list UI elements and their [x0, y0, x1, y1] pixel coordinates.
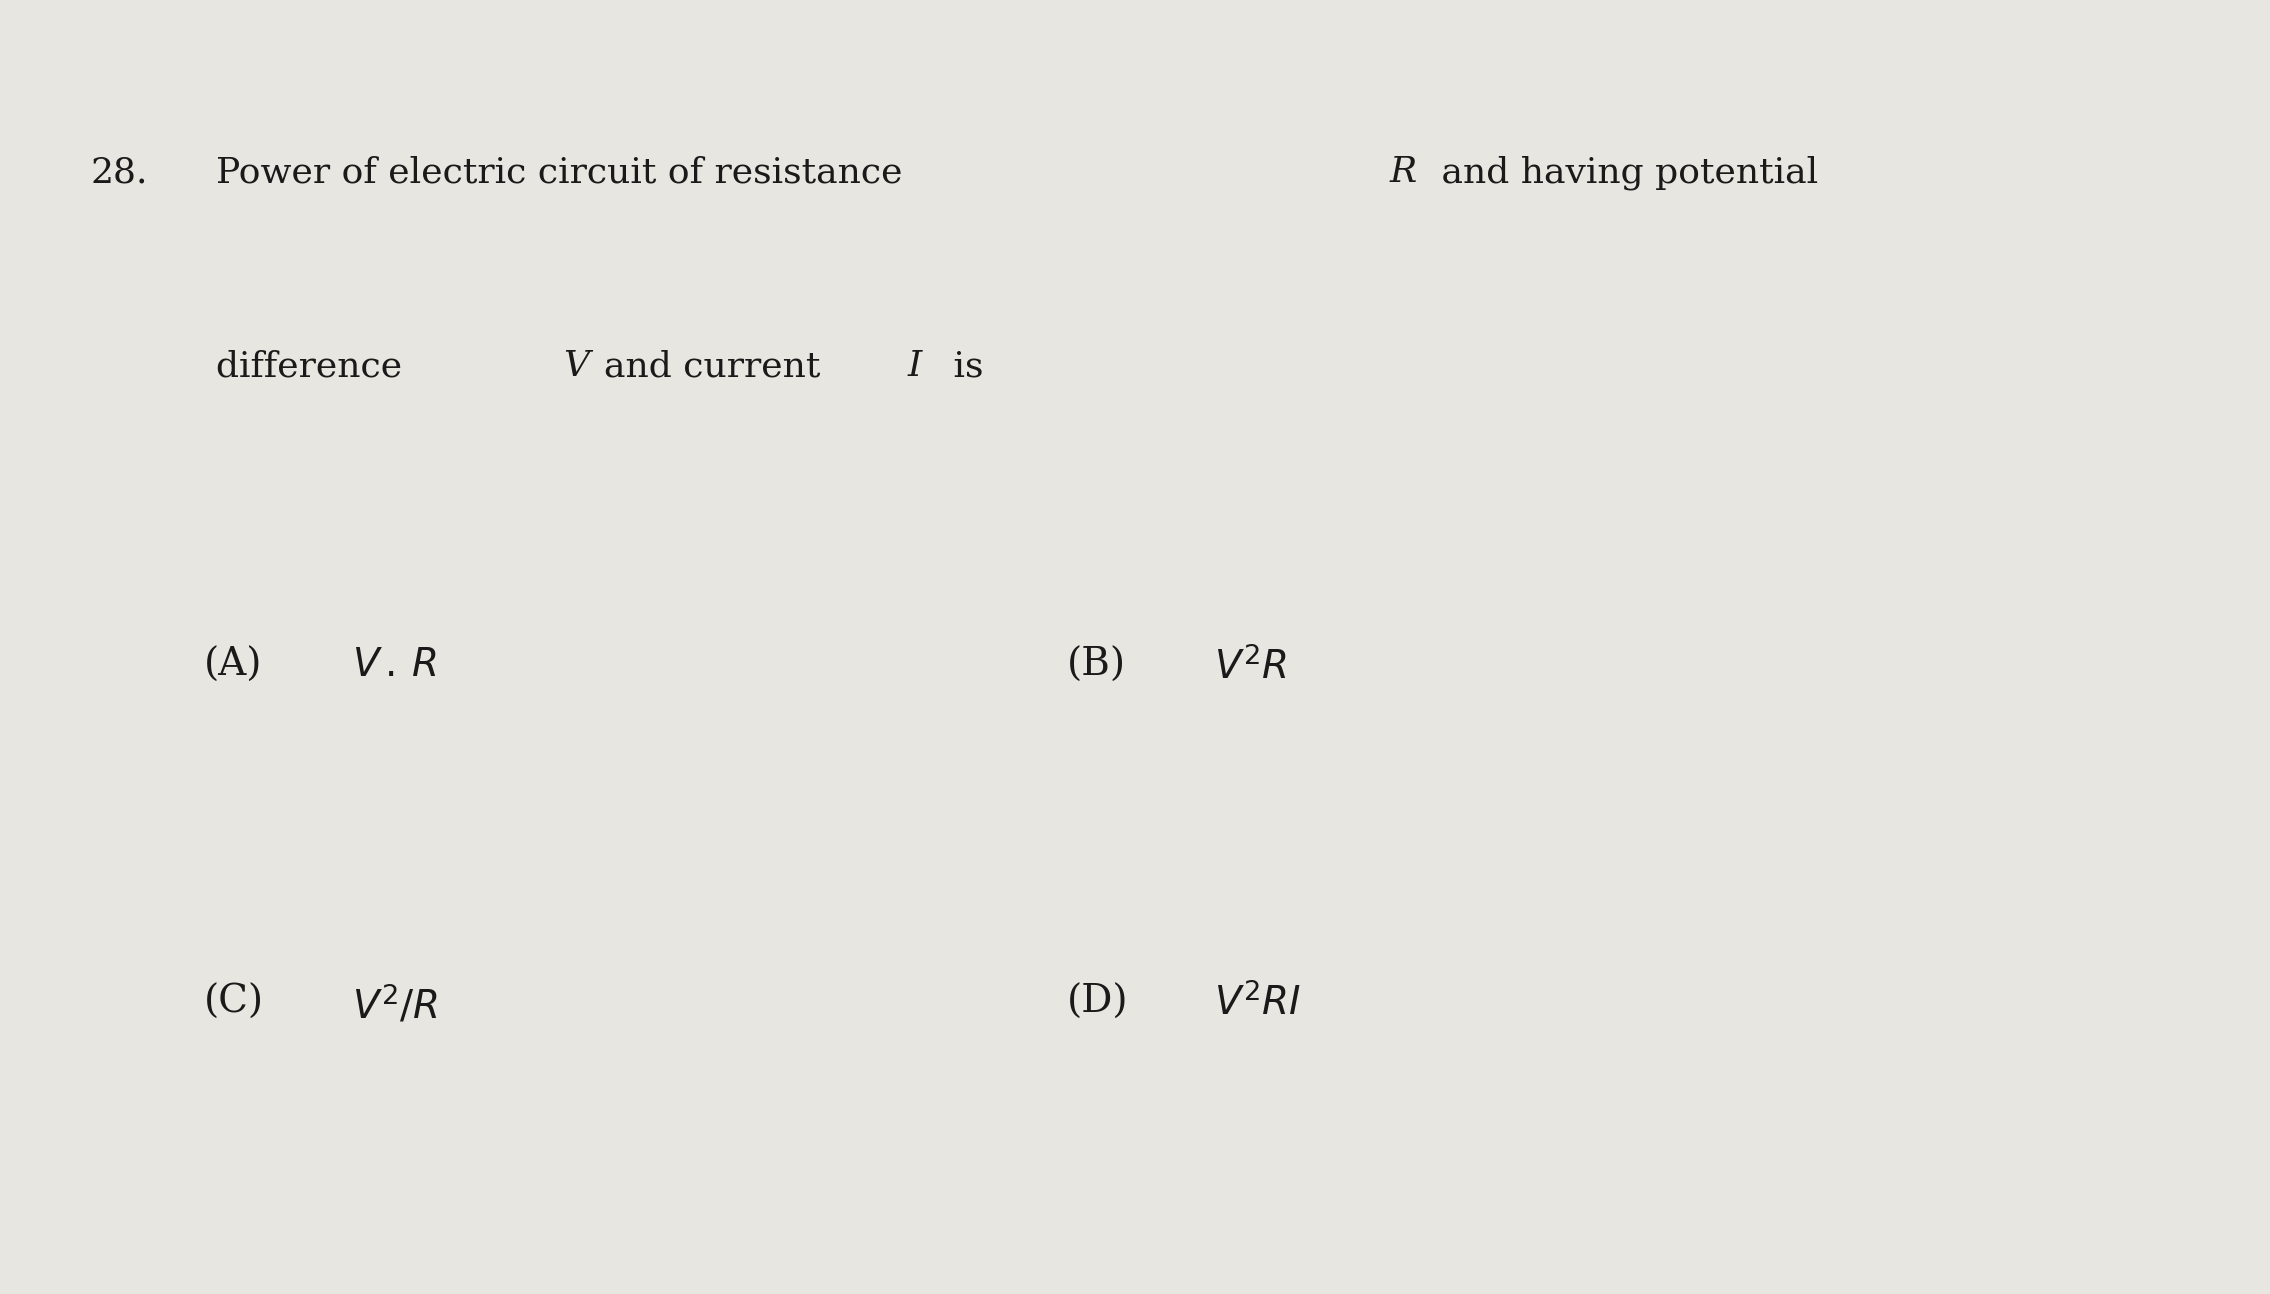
Text: R: R — [1389, 155, 1416, 189]
Text: (C): (C) — [204, 983, 263, 1021]
Text: Power of electric circuit of resistance: Power of electric circuit of resistance — [216, 155, 913, 189]
Text: $V^{2}R$: $V^{2}R$ — [1214, 647, 1287, 687]
Text: V: V — [563, 349, 590, 383]
Text: and current: and current — [604, 349, 831, 383]
Text: 28.: 28. — [91, 155, 148, 189]
Text: $V^{2}RI$: $V^{2}RI$ — [1214, 983, 1301, 1024]
Text: $V\,.\,R$: $V\,.\,R$ — [352, 647, 436, 685]
Text: (B): (B) — [1067, 647, 1126, 685]
Text: $V^{2}/R$: $V^{2}/R$ — [352, 983, 438, 1026]
Text: and having potential: and having potential — [1430, 155, 1818, 190]
Text: (D): (D) — [1067, 983, 1128, 1021]
Text: difference: difference — [216, 349, 413, 383]
Text: is: is — [942, 349, 983, 383]
Text: (A): (A) — [204, 647, 263, 685]
Text: I: I — [908, 349, 922, 383]
